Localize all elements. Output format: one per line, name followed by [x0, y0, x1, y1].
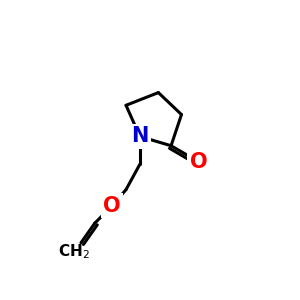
Text: N: N — [131, 127, 148, 146]
Text: O: O — [190, 152, 208, 172]
Text: O: O — [103, 196, 121, 216]
Text: CH$_2$: CH$_2$ — [58, 243, 90, 261]
